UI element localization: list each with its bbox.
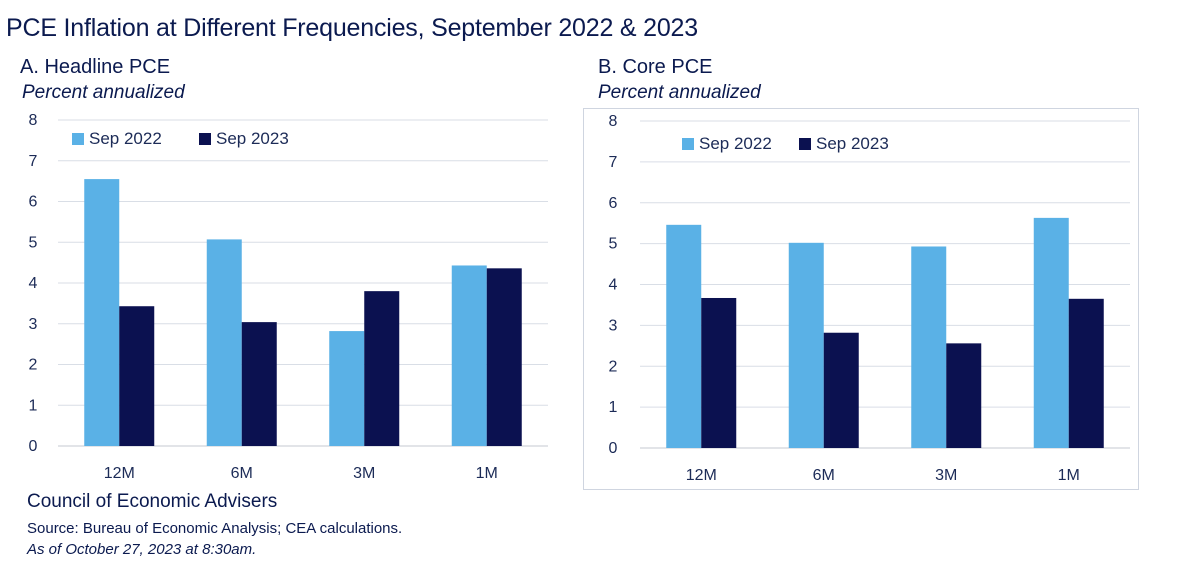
headline-bar-sep2022: [84, 179, 120, 446]
core-y-tick-label: 7: [609, 154, 618, 171]
core-y-tick-label: 0: [609, 440, 618, 457]
core-y-tick-label: 6: [609, 195, 618, 212]
core-bar-sep2023: [823, 332, 859, 448]
headline-bar-sep2022: [206, 239, 242, 446]
core-y-tick-label: 3: [609, 317, 618, 334]
headline-y-tick-label: 4: [29, 275, 38, 292]
headline-bar-sep2023: [119, 306, 155, 446]
headline-y-tick-label: 2: [29, 357, 38, 374]
core-pce-chart: 0 1 2 3 4 5 6 7 8 12M 6M 3M 1M Sep 2022 Sep 2023: [609, 113, 1130, 484]
headline-y-tick-label: 6: [29, 194, 38, 211]
footer-source: Source: Bureau of Economic Analysis; CEA…: [27, 520, 403, 537]
core-x-tick-label: 12M: [686, 467, 717, 484]
headline-y-tick-label: 0: [29, 438, 38, 455]
headline-x-tick-label: 12M: [104, 465, 135, 482]
core-legend-label: Sep 2022: [699, 134, 772, 153]
headline-bar-sep2023: [241, 322, 277, 446]
headline-y-tick-label: 5: [29, 234, 38, 251]
core-bar-sep2023: [1068, 298, 1104, 448]
core-y-tick-label: 1: [609, 399, 618, 416]
core-bar-sep2023: [946, 343, 982, 448]
core-legend-swatch: [799, 138, 811, 150]
core-bar-sep2022: [911, 246, 947, 448]
headline-x-tick-label: 1M: [476, 465, 498, 482]
core-bar-sep2022: [1033, 217, 1069, 448]
panel-a-subtitle: Percent annualized: [22, 82, 185, 103]
core-y-tick-label: 4: [609, 277, 618, 294]
core-x-tick-label: 3M: [935, 467, 957, 484]
panel-b-border: [583, 108, 1139, 490]
core-legend-label: Sep 2023: [816, 134, 889, 153]
core-y-tick-label: 2: [609, 358, 618, 375]
core-legend-swatch: [682, 138, 694, 150]
headline-legend-swatch: [72, 133, 84, 145]
headline-y-tick-label: 7: [29, 153, 38, 170]
headline-x-tick-label: 3M: [353, 465, 375, 482]
chart-main-title: PCE Inflation at Different Frequencies, …: [6, 14, 698, 42]
core-bar-sep2022: [666, 224, 702, 448]
headline-legend-label: Sep 2022: [89, 129, 162, 148]
panel-a-title: A. Headline PCE: [20, 56, 171, 78]
headline-bar-sep2022: [329, 331, 365, 446]
headline-y-tick-label: 8: [29, 112, 38, 129]
headline-y-tick-label: 1: [29, 397, 38, 414]
headline-bar-sep2023: [364, 291, 400, 446]
core-x-tick-label: 6M: [813, 467, 835, 484]
panel-b-subtitle: Percent annualized: [598, 82, 761, 103]
headline-x-tick-label: 6M: [231, 465, 253, 482]
panel-b-title: B. Core PCE: [598, 56, 713, 78]
headline-y-tick-label: 3: [29, 316, 38, 333]
headline-pce-chart: 0 1 2 3 4 5 6 7 8 12M 6M 3M 1M Sep 2022 Sep 2023: [29, 112, 548, 482]
headline-bar-sep2022: [451, 265, 487, 446]
core-x-tick-label: 1M: [1058, 467, 1080, 484]
footer-as-of: As of October 27, 2023 at 8:30am.: [27, 541, 257, 558]
headline-legend-label: Sep 2023: [216, 129, 289, 148]
core-y-tick-label: 5: [609, 236, 618, 253]
headline-bar-sep2023: [486, 268, 522, 446]
footer-organization: Council of Economic Advisers: [27, 491, 278, 512]
core-bar-sep2022: [788, 242, 824, 448]
core-y-tick-label: 8: [609, 113, 618, 130]
headline-legend-swatch: [199, 133, 211, 145]
core-bar-sep2023: [701, 297, 737, 448]
